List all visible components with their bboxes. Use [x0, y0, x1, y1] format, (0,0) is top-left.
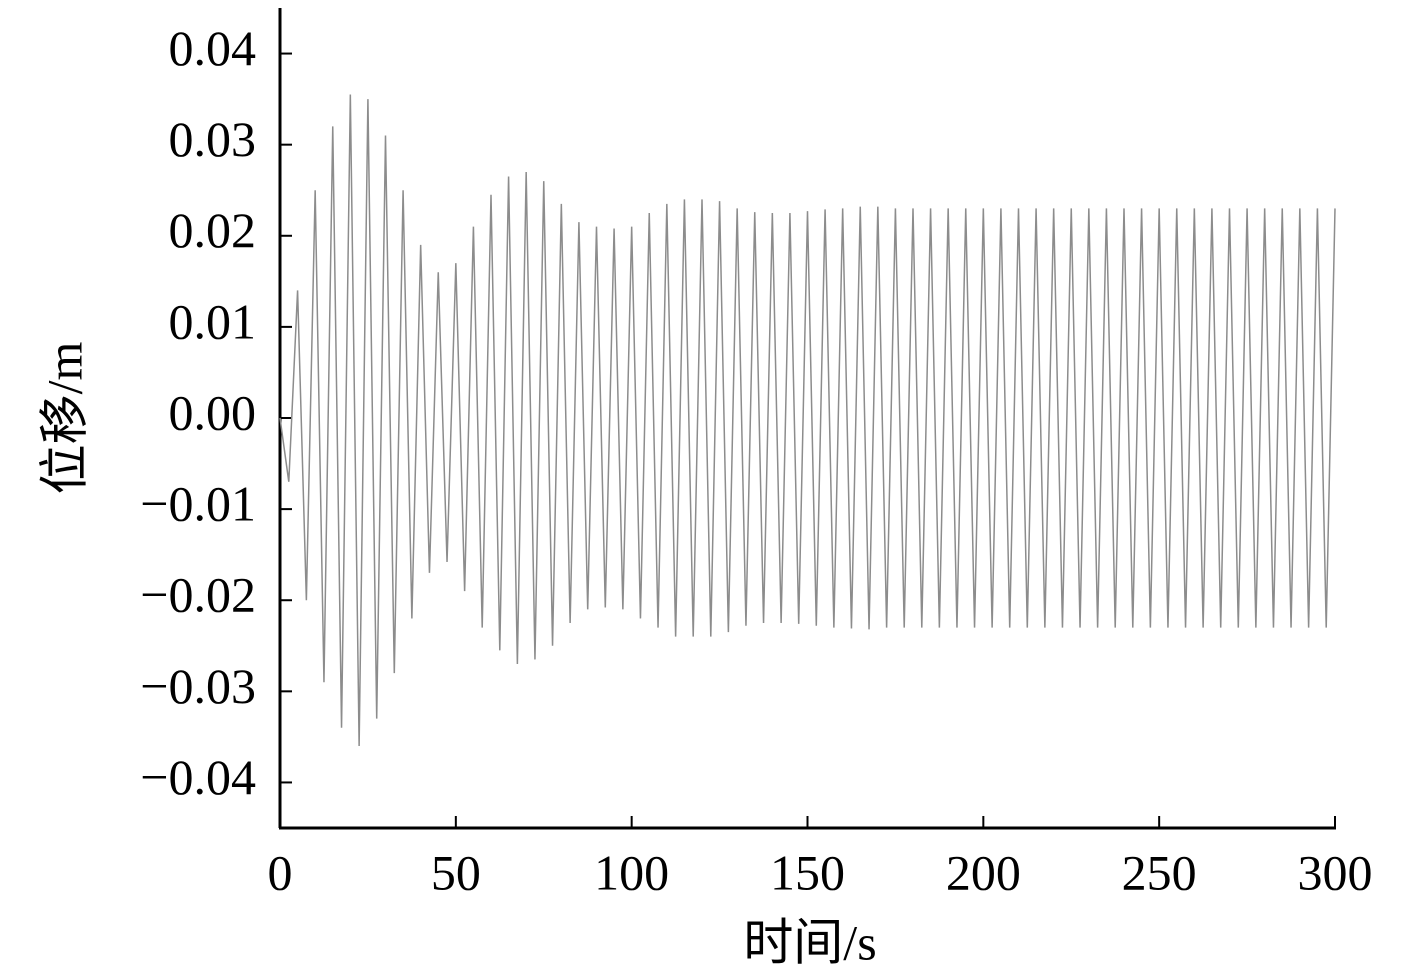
x-tick-label: 200 — [946, 844, 1021, 900]
y-tick-label: −0.01 — [140, 476, 256, 532]
y-tick-label: 0.00 — [169, 384, 257, 440]
data-line — [279, 94, 1336, 747]
y-tick-label: −0.02 — [140, 567, 256, 623]
y-tick-label: 0.04 — [169, 20, 257, 76]
x-tick-label: 0 — [268, 844, 293, 900]
x-tick-label: 50 — [431, 844, 481, 900]
x-tick-label: 100 — [594, 844, 669, 900]
x-tick-label: 300 — [1298, 844, 1373, 900]
x-axis-label: 时间/s — [743, 914, 876, 970]
y-tick-label: 0.03 — [169, 111, 257, 167]
x-tick-label: 150 — [770, 844, 845, 900]
y-tick-label: −0.04 — [140, 749, 256, 805]
y-tick-label: −0.03 — [140, 658, 256, 714]
y-tick-label: 0.02 — [169, 202, 257, 258]
y-tick-label: 0.01 — [169, 293, 257, 349]
y-axis-label: 位移/m — [36, 342, 92, 495]
x-tick-label: 250 — [1122, 844, 1197, 900]
